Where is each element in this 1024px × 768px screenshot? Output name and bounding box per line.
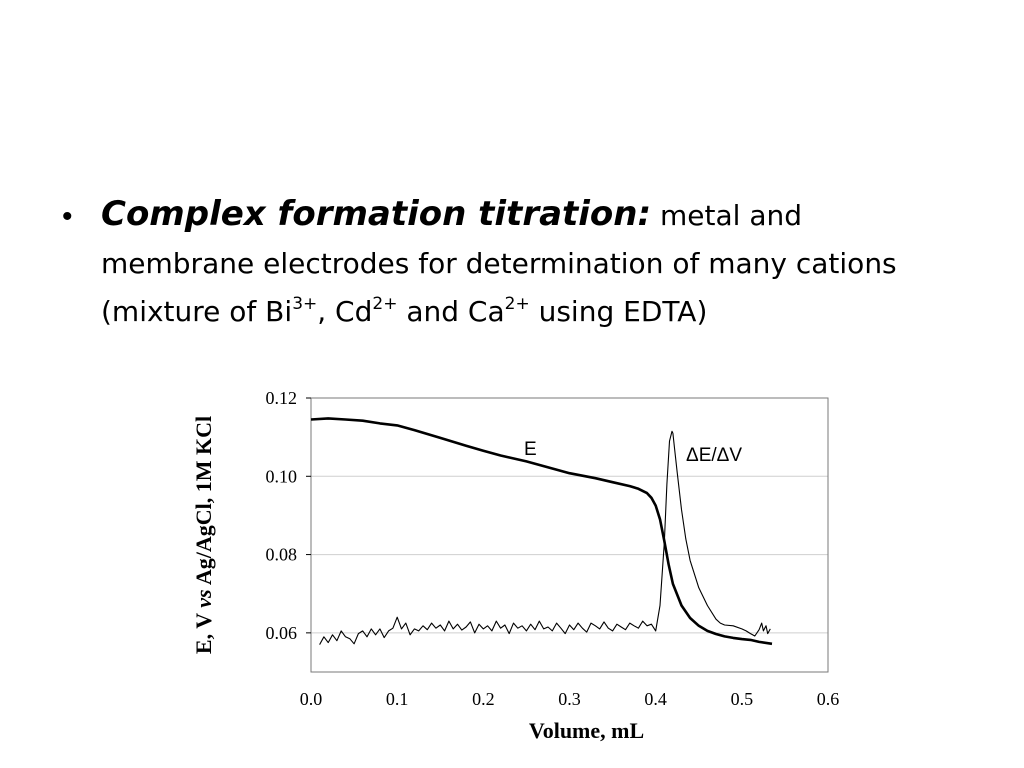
- bullet-text-part4: using EDTA): [529, 295, 708, 328]
- series-label-de-dv: ΔE/ΔV: [686, 445, 742, 466]
- y-tick-label: 0.08: [266, 545, 298, 565]
- bullet-title: Complex formation titration:: [101, 194, 652, 234]
- bullet-symbol: •: [62, 200, 73, 233]
- x-tick-label: 0.1: [386, 689, 409, 709]
- bullet-text-part1: metal and membrane electrodes for determ…: [101, 199, 897, 328]
- y-tick-label: 0.10: [266, 466, 298, 486]
- series-layer: [310, 417, 773, 646]
- x-axis-title: Volume, mL: [529, 718, 644, 743]
- y-tick-label: 0.12: [266, 388, 298, 408]
- tick-layer: 0.06 0.08 0.10 0.12 0.0 0.1 0.2 0.3 0.4 0.5 0.6: [266, 388, 840, 709]
- y-tick-label: 0.06: [266, 623, 298, 643]
- bullet-item: • Complex formation titration: metal and…: [62, 190, 942, 336]
- y-axis-title-vs: vs: [191, 589, 216, 607]
- series-line-de-dv: [319, 430, 771, 645]
- grid-layer: [311, 397, 828, 634]
- x-tick-label: 0.4: [644, 689, 667, 709]
- plot-frame: [310, 397, 829, 673]
- x-tick-label: 0.0: [300, 689, 323, 709]
- bullet-text-part3: and Ca: [397, 295, 505, 328]
- y-axis-title-part2: Ag/AgCl, 1M KCl: [191, 416, 216, 590]
- series-line-e: [310, 417, 773, 646]
- series-label-e: E: [524, 439, 537, 460]
- y-axis-title-part1: E, V: [191, 608, 216, 654]
- y-axis-title: E, V vs Ag/AgCl, 1M KCl: [191, 416, 216, 654]
- x-tick-label: 0.5: [731, 689, 754, 709]
- bullet-sup-cd: 2+: [372, 294, 398, 314]
- bullet-text-part2: , Cd: [317, 295, 373, 328]
- x-tick-label: 0.2: [472, 689, 495, 709]
- bullet-sup-bi: 3+: [292, 294, 318, 314]
- bullet-sup-ca: 2+: [504, 294, 530, 314]
- x-tick-label: 0.3: [558, 689, 581, 709]
- x-tick-label: 0.6: [817, 689, 840, 709]
- bullet-text: Complex formation titration: metal and m…: [101, 190, 942, 336]
